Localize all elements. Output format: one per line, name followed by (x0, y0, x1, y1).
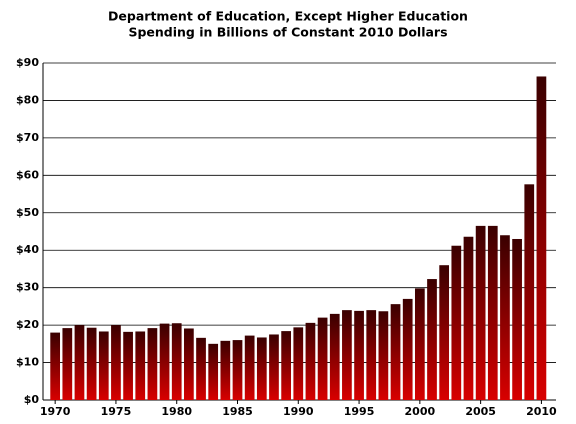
y-tick-label: $50 (16, 206, 39, 219)
bar (329, 313, 340, 400)
bar (439, 265, 450, 400)
bar (232, 340, 243, 400)
bar (305, 322, 316, 400)
y-tick-label: $60 (16, 168, 39, 181)
bar (123, 331, 133, 400)
x-tick-label: 2005 (465, 405, 496, 418)
chart-title: Department of Education, Except Higher E… (108, 9, 468, 24)
bar (256, 337, 267, 400)
bar (135, 331, 146, 400)
bar (414, 288, 425, 400)
bar (524, 184, 535, 400)
bar (208, 343, 219, 400)
bar (536, 76, 547, 400)
bar (281, 331, 291, 400)
bar (390, 304, 401, 400)
bar (269, 334, 279, 400)
bar (293, 327, 304, 400)
y-tick-label: $10 (16, 356, 39, 369)
bar (500, 235, 510, 400)
bar (366, 310, 377, 400)
bar (354, 310, 364, 400)
x-tick-label: 2000 (405, 405, 436, 418)
bar (220, 340, 231, 400)
bar (196, 337, 206, 400)
x-tick-label: 2010 (526, 405, 557, 418)
bar (86, 327, 97, 400)
bar (451, 245, 462, 400)
bar (171, 323, 182, 400)
x-tick-label: 1990 (283, 405, 314, 418)
chart-subtitle: Spending in Billions of Constant 2010 Do… (128, 25, 447, 40)
bar (475, 225, 486, 400)
x-tick-label: 1970 (40, 405, 71, 418)
bar (74, 325, 85, 400)
bar (159, 323, 170, 400)
y-tick-label: $20 (16, 318, 39, 331)
x-tick-label: 1985 (222, 405, 253, 418)
y-tick-label: $80 (16, 93, 39, 106)
y-tick-label: $30 (16, 281, 39, 294)
x-tick-label: 1995 (344, 405, 375, 418)
bar (62, 328, 73, 400)
bar (98, 331, 109, 400)
bar (184, 328, 194, 400)
bar (111, 325, 121, 400)
bar (147, 328, 158, 400)
bar (427, 279, 437, 400)
y-tick-label: $40 (16, 243, 39, 256)
y-tick-label: $90 (16, 56, 39, 69)
bar (244, 335, 255, 400)
bar (512, 238, 522, 400)
x-tick-label: 1980 (161, 405, 192, 418)
x-tick-label: 1975 (101, 405, 132, 418)
bar (402, 298, 413, 400)
bar (487, 225, 498, 400)
y-tick-label: $0 (24, 393, 40, 406)
bar (50, 332, 61, 400)
bar (342, 310, 352, 400)
bar (317, 317, 328, 400)
bar (463, 236, 474, 400)
y-tick-label: $70 (16, 131, 39, 144)
bar (378, 311, 389, 400)
